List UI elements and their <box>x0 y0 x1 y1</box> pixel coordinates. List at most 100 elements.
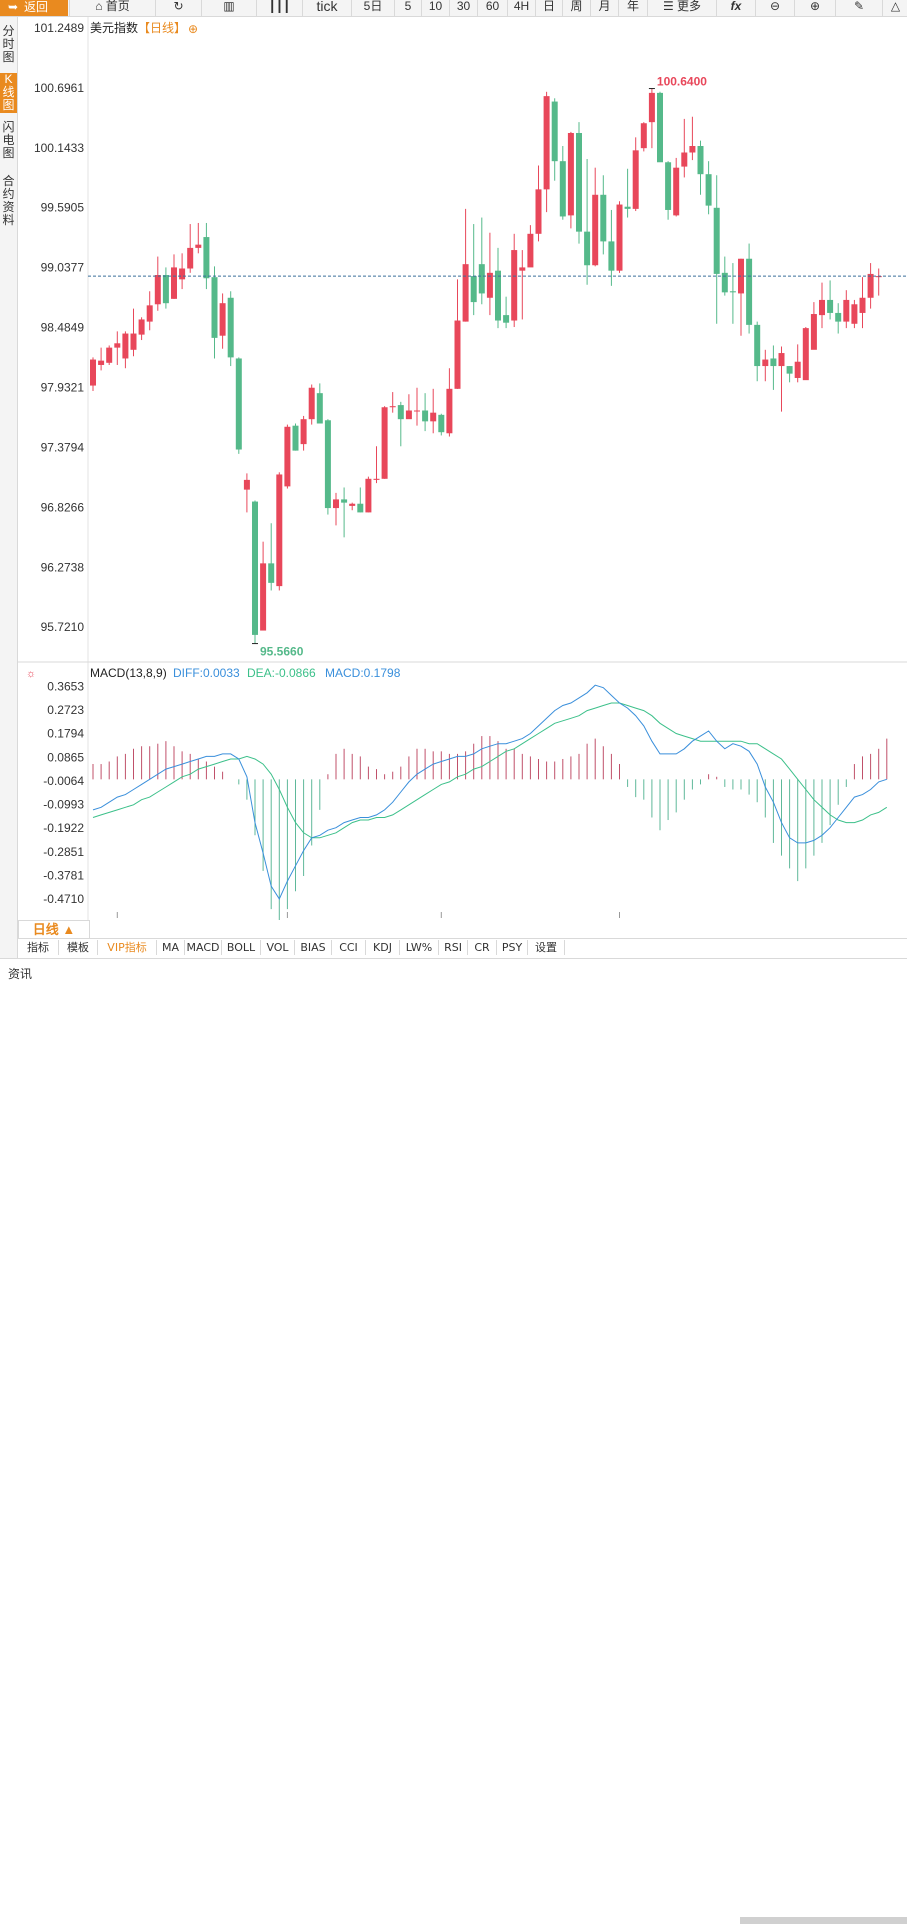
price-tick-label: 95.7210 <box>41 620 85 634</box>
candle-body <box>527 233 534 268</box>
price-tick-label: 96.8266 <box>41 500 85 514</box>
candle-body <box>187 247 194 269</box>
indicator-tab[interactable]: VOL <box>261 940 295 955</box>
period-button[interactable]: 周 <box>562 0 590 16</box>
period-button[interactable]: 日 <box>535 0 562 16</box>
candle-body <box>179 268 186 280</box>
bar-chart-button[interactable]: ▥ <box>201 0 256 16</box>
candle-body <box>835 312 842 322</box>
candle-body <box>276 474 283 587</box>
candle-body <box>827 299 834 313</box>
candle-body <box>770 358 777 367</box>
period-button[interactable]: 10 <box>421 0 449 16</box>
zoom-in-icon: ⊕ <box>809 0 821 13</box>
candle-body <box>284 426 291 487</box>
refresh-button[interactable]: ↻ <box>155 0 201 16</box>
bar-chart-icon: ▥ <box>223 0 235 13</box>
candle-body <box>324 420 331 509</box>
candle-body <box>211 277 218 338</box>
pencil-icon: ✎ <box>853 0 865 13</box>
indicator-tab[interactable]: MACD <box>185 940 222 955</box>
candle-body <box>632 150 639 209</box>
indicator-tab[interactable]: 模板 <box>59 940 98 955</box>
fx-button[interactable]: fx <box>716 0 755 16</box>
candle-body <box>162 275 169 304</box>
sidebar-item-flash[interactable]: 闪电图 <box>2 120 15 160</box>
back-arrow-icon: ➥ <box>8 0 19 14</box>
indicator-tab[interactable]: PSY <box>497 940 528 955</box>
macd-tick-label: -0.1922 <box>43 821 84 835</box>
period-button[interactable]: 年 <box>618 0 647 16</box>
candle-body <box>462 264 469 322</box>
menu-icon: ☰ <box>662 0 674 13</box>
candle-body <box>235 358 242 450</box>
zoom-in-button[interactable]: ⊕ <box>794 0 835 16</box>
period-button[interactable]: 30 <box>449 0 477 16</box>
candle-body <box>721 272 728 293</box>
indicator-tab[interactable]: 设置 <box>528 940 565 955</box>
candle-body <box>90 359 96 386</box>
period-button[interactable]: 5 <box>394 0 421 16</box>
candle-body <box>243 479 250 490</box>
macd-tick-label: 0.1794 <box>47 727 84 741</box>
indicator-tab[interactable]: 指标 <box>18 940 59 955</box>
indicator-tab[interactable]: BOLL <box>222 940 261 955</box>
candle-body <box>171 267 177 299</box>
zoom-out-icon: ⊖ <box>769 0 781 13</box>
diff-line <box>92 684 887 900</box>
period-button[interactable]: 60 <box>477 0 507 16</box>
home-button[interactable]: ⌂ 首页 <box>69 0 155 16</box>
indicator-tab[interactable]: MA <box>157 940 185 955</box>
candle-body <box>357 503 364 513</box>
candle-body <box>640 123 647 149</box>
sidebar-item-kline[interactable]: K线图 <box>0 73 17 113</box>
sidebar-item-contract[interactable]: 合约资料 <box>2 174 15 227</box>
candle-body <box>373 478 380 480</box>
candle-body <box>802 328 809 381</box>
candle-body <box>341 499 348 503</box>
draw-button[interactable]: ✎ <box>835 0 882 16</box>
candle-body <box>681 152 688 167</box>
back-button[interactable]: ➥ 返回 <box>0 0 68 16</box>
candle-body <box>608 241 615 271</box>
horizontal-scrollbar[interactable] <box>740 1917 907 1924</box>
price-tick-label: 99.5905 <box>41 201 85 215</box>
zoom-out-button[interactable]: ⊖ <box>755 0 794 16</box>
left-sidebar: 分时图 K线图 闪电图 合约资料 <box>0 17 18 963</box>
candle-body <box>592 194 599 266</box>
period-tab-daily[interactable]: 日线 ▲ <box>18 920 90 940</box>
indicator-tab[interactable]: CR <box>468 940 497 955</box>
price-tick-label: 99.0377 <box>41 261 85 275</box>
indicator-tab[interactable]: RSI <box>439 940 468 955</box>
indicator-tab[interactable]: VIP指标 <box>98 940 157 955</box>
chart-area[interactable]: 101.2489 100.6961 100.1433 99.5905 99.0377 98… <box>18 17 907 920</box>
candle-body <box>138 319 145 335</box>
indicator-tab[interactable]: LW% <box>400 940 439 955</box>
high-price-label: 100.6400 <box>657 75 707 89</box>
period-button[interactable]: 5日 <box>351 0 394 16</box>
indicator-tab[interactable]: BIAS <box>295 940 332 955</box>
candle-body <box>746 258 753 325</box>
more-button[interactable]: ☰ 更多 <box>647 0 716 16</box>
candle-chart-button[interactable]: ┃┃┃ <box>256 0 302 16</box>
price-tick-label: 96.2738 <box>41 560 85 574</box>
period-button[interactable]: 月 <box>590 0 618 16</box>
tick-button[interactable]: tick <box>302 0 351 16</box>
period-button[interactable]: 4H <box>507 0 535 16</box>
macd-tick-label: -0.0993 <box>43 798 84 812</box>
candle-body <box>705 174 712 206</box>
candle-body <box>511 250 518 321</box>
candle-body <box>438 414 445 433</box>
news-label[interactable]: 资讯 <box>8 967 33 981</box>
candle-body <box>543 96 550 190</box>
candle-body <box>689 146 696 153</box>
sidebar-item-timeshare[interactable]: 分时图 <box>2 24 15 64</box>
candle-body <box>478 264 485 294</box>
candle-body <box>292 425 299 451</box>
indicator-tab[interactable]: KDJ <box>366 940 400 955</box>
price-tick-label: 100.6961 <box>34 81 84 95</box>
shape-button[interactable]: △ <box>882 0 907 16</box>
candle-body <box>486 272 493 298</box>
indicator-tab[interactable]: CCI <box>332 940 366 955</box>
candle-body <box>454 320 461 389</box>
